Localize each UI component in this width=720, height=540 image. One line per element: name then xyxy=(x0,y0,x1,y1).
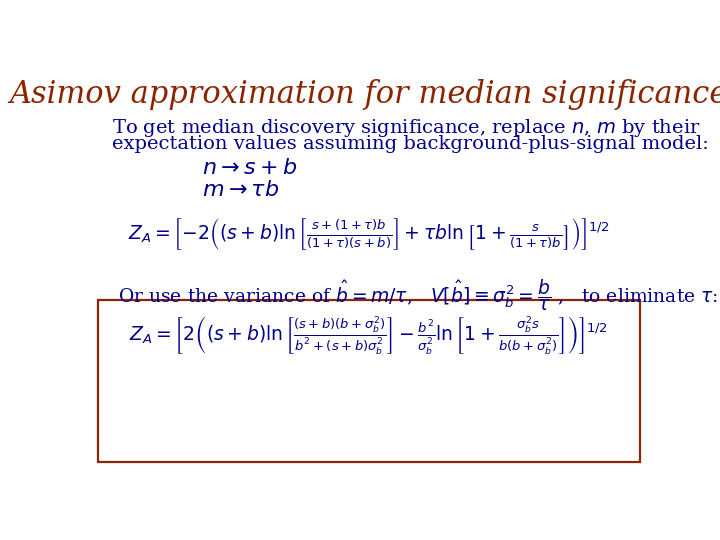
Text: $Z_A = \left[2\left((s+b)\ln\left[\frac{(s+b)(b+\sigma_b^2)}{b^2+(s+b)\sigma_b^2: $Z_A = \left[2\left((s+b)\ln\left[\frac{… xyxy=(130,314,608,356)
Text: Asimov approximation for median significance: Asimov approximation for median signific… xyxy=(10,79,720,110)
Text: Or use the variance of $\hat{b} = m/\tau$,   $V[\hat{b}] \equiv \sigma_b^2 = \df: Or use the variance of $\hat{b} = m/\tau… xyxy=(118,277,719,313)
FancyBboxPatch shape xyxy=(99,300,639,462)
Text: $n \rightarrow s + b$: $n \rightarrow s + b$ xyxy=(202,157,297,179)
Text: $Z_A = \left[-2\left((s+b)\ln\left[\frac{s+(1+\tau)b}{(1+\tau)(s+b)}\right] + \t: $Z_A = \left[-2\left((s+b)\ln\left[\frac… xyxy=(128,217,610,252)
Text: expectation values assuming background-plus-signal model:: expectation values assuming background-p… xyxy=(112,134,709,153)
Text: To get median discovery significance, replace $n$, $m$ by their: To get median discovery significance, re… xyxy=(112,117,701,139)
Text: $m \rightarrow \tau b$: $m \rightarrow \tau b$ xyxy=(202,179,279,201)
